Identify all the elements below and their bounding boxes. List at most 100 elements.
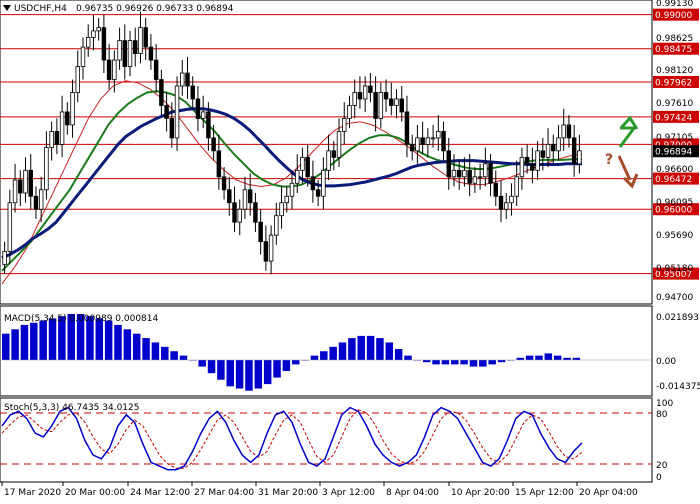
- macd-bar: [357, 335, 365, 360]
- bear-candle: [357, 92, 363, 100]
- macd-bar: [217, 360, 225, 380]
- bear-candle: [368, 85, 373, 93]
- macd-bar: [451, 360, 459, 365]
- question-mark: ?: [605, 152, 613, 168]
- bear-candle: [310, 176, 316, 191]
- bull-candle: [138, 27, 143, 54]
- bull-candle: [75, 66, 80, 93]
- macd-bar: [525, 355, 534, 360]
- time-label: 15 Apr 12:00: [515, 488, 574, 498]
- level-tag: [653, 110, 699, 123]
- time-label: 10 Apr 20:00: [451, 488, 510, 498]
- bull-candle: [268, 234, 274, 262]
- macd-bar: [338, 342, 347, 360]
- bull-candle: [336, 130, 342, 158]
- macd-bar: [132, 333, 141, 360]
- bull-candle: [545, 143, 551, 158]
- stoch-panel[interactable]: [0, 397, 653, 483]
- collapse-arrow-icon[interactable]: [3, 5, 11, 11]
- bull-candle: [127, 40, 133, 67]
- bull-candle: [23, 169, 28, 194]
- current-price-label: 0.96894: [655, 148, 692, 158]
- bear-candle: [195, 98, 201, 119]
- bear-candle: [551, 143, 556, 152]
- bear-candle: [383, 92, 389, 100]
- down-arrow-head-icon: [622, 173, 639, 189]
- bear-candle: [315, 189, 321, 197]
- bull-candle: [436, 130, 441, 139]
- bull-candle: [7, 202, 13, 252]
- macd-tick-bottom: -0.014375: [656, 382, 700, 392]
- bear-candle: [446, 150, 451, 178]
- bull-candle: [347, 105, 352, 119]
- price-tick-label: 0.96600: [656, 165, 693, 175]
- bull-candle: [12, 179, 18, 204]
- current-price-tag: [653, 145, 699, 158]
- macd-bar: [142, 338, 150, 360]
- bear-candle: [404, 111, 410, 145]
- price-tick-label: 0.98120: [656, 66, 693, 76]
- bear-candle: [185, 72, 190, 87]
- price-panel[interactable]: [0, 0, 653, 305]
- macd-histogram: [2, 313, 581, 391]
- level-label: 0.97424: [655, 113, 692, 123]
- bear-candle: [253, 202, 258, 223]
- stoch-tick-20: 20: [656, 461, 668, 471]
- macd-bar: [535, 355, 543, 360]
- bull-candle: [477, 176, 483, 179]
- bull-candle: [362, 85, 368, 100]
- macd-bar: [104, 320, 113, 360]
- macd-bar: [226, 360, 234, 387]
- bull-candle: [117, 40, 122, 61]
- stoch-label: Stoch(5,3,3) 46.7435 34.0125: [4, 403, 139, 413]
- bear-candle: [399, 98, 404, 113]
- macd-bar: [516, 357, 524, 360]
- price-tick-label: 0.97105: [656, 133, 693, 143]
- bear-candle: [389, 98, 394, 106]
- macd-bar: [563, 357, 571, 360]
- bear-candle: [143, 27, 148, 48]
- stoch-signal-line: [1, 409, 583, 469]
- bull-candle: [174, 85, 180, 139]
- down-arrow-icon: [617, 155, 632, 181]
- level-label: 0.96000: [655, 206, 692, 216]
- bull-candle: [38, 189, 44, 210]
- bull-candle: [415, 137, 420, 152]
- price-tick-label: 0.96095: [656, 198, 693, 208]
- price-tick-label: 0.95690: [656, 231, 693, 241]
- macd-bar: [179, 355, 188, 360]
- bear-candle: [122, 40, 128, 67]
- macd-bar: [151, 342, 160, 360]
- bear-candle: [566, 124, 572, 139]
- macd-bar: [329, 346, 337, 360]
- bull-candle: [284, 195, 290, 204]
- bull-candle: [514, 176, 519, 197]
- bear-candle: [101, 27, 107, 61]
- bull-candle: [326, 150, 331, 171]
- time-axis: 17 Mar 2020 20 Mar 00:00 24 Mar 12:00 27 Ma…: [1, 482, 638, 498]
- macd-bar: [497, 360, 506, 363]
- symbol-label: USDCHF,H4: [14, 4, 67, 14]
- bear-candle: [263, 241, 269, 262]
- bear-candle: [216, 150, 222, 178]
- macd-bar: [235, 360, 244, 389]
- bull-candle: [242, 189, 248, 210]
- bull-candle: [342, 118, 347, 132]
- bear-candle: [258, 221, 263, 243]
- macd-bar: [95, 318, 104, 360]
- bull-candle: [289, 182, 295, 197]
- bull-candle: [556, 137, 561, 152]
- bull-candle: [44, 147, 49, 191]
- bear-candle: [331, 150, 337, 158]
- macd-bar: [170, 351, 178, 360]
- macd-bar: [348, 338, 356, 360]
- bull-candle: [279, 202, 284, 217]
- level-label: 0.96472: [655, 175, 692, 185]
- macd-bar: [67, 313, 75, 360]
- bear-candle: [148, 46, 154, 61]
- macd-bar: [2, 333, 10, 360]
- bull-candle: [483, 163, 488, 178]
- price-axis: 0.990000.984750.979620.974240.970000.964…: [653, 0, 699, 303]
